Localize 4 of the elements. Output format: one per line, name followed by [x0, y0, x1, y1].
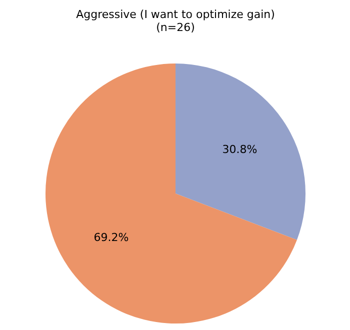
data-label: 30.8% [222, 142, 258, 156]
chart-title: Aggressive (I want to optimize gain) [76, 8, 275, 21]
data-label: 69.2% [94, 231, 129, 244]
chart-subtitle: (n=26) [156, 21, 195, 34]
